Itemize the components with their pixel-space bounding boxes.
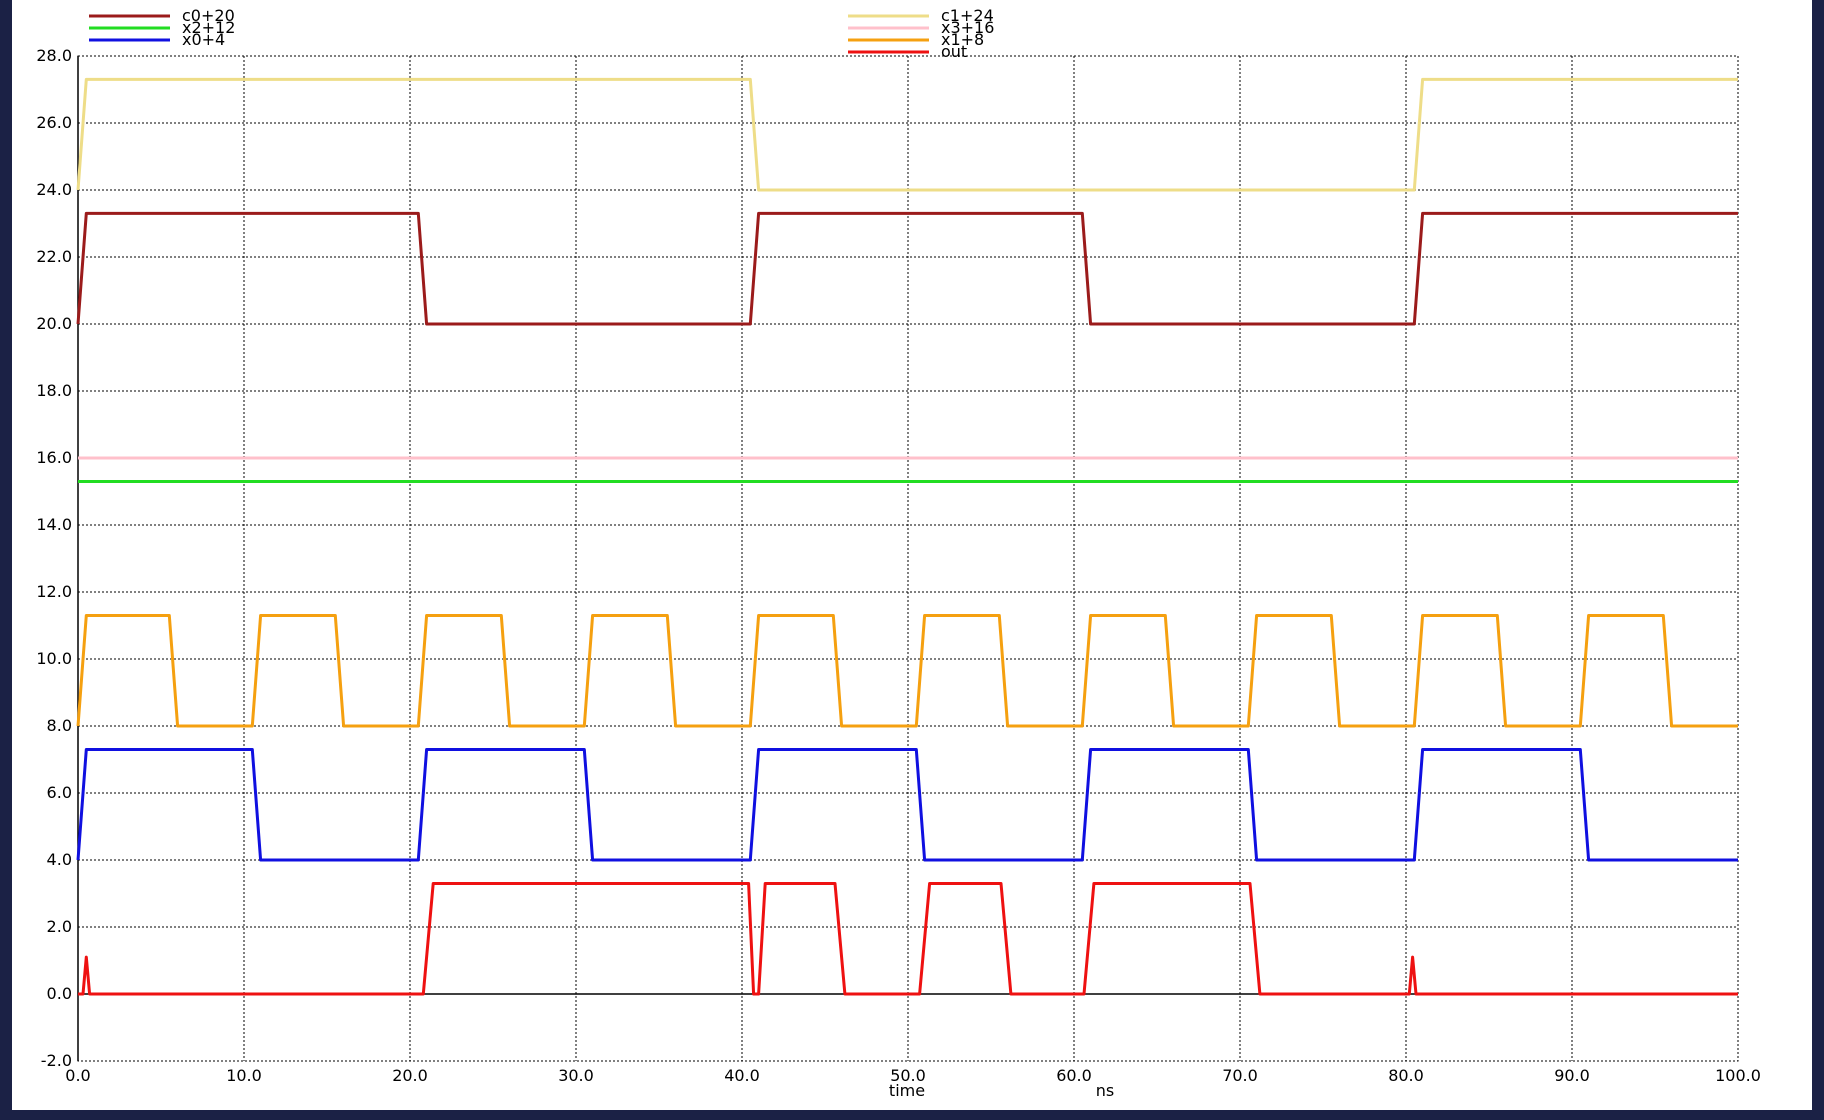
y-tick-label: 12.0	[36, 582, 72, 601]
y-tick-label: 20.0	[36, 314, 72, 333]
x-tick-label: 10.0	[226, 1066, 262, 1085]
y-tick-label: 22.0	[36, 247, 72, 266]
x-tick-label: 100.0	[1715, 1066, 1761, 1085]
x-tick-label: 60.0	[1056, 1066, 1092, 1085]
y-tick-label: 18.0	[36, 381, 72, 400]
series-line-out	[78, 882, 1738, 996]
y-tick-label: 4.0	[47, 850, 72, 869]
legend-label: x2+12	[182, 18, 235, 37]
x-tick-label: 90.0	[1554, 1066, 1590, 1085]
legend-label: x0+4	[182, 30, 225, 49]
y-tick-label: 26.0	[36, 113, 72, 132]
series-line-c1-24	[76, 77, 1738, 192]
series-line-x1-8	[76, 614, 1738, 728]
legend-label: x3+16	[941, 18, 994, 37]
x-tick-label: 30.0	[558, 1066, 594, 1085]
series-line-x0-4	[76, 748, 1738, 862]
legend-label: c0+20	[182, 6, 235, 25]
x-tick-label: 50.0	[890, 1066, 926, 1085]
x-tick-label: 20.0	[392, 1066, 428, 1085]
y-tick-label: 8.0	[47, 716, 72, 735]
y-tick-label: -2.0	[41, 1051, 72, 1070]
waveform-chart: 0.0 10.0 20.0 30.0 40.0 50.0 60.0 70.0 80.0 90.0 1…	[36, 6, 1761, 1100]
legend-label: c1+24	[941, 6, 994, 25]
y-tick-label: 6.0	[47, 783, 72, 802]
legend-label: out	[941, 42, 967, 61]
x-tick-label: 80.0	[1388, 1066, 1424, 1085]
y-tick-label: 24.0	[36, 180, 72, 199]
y-tick-label: 16.0	[36, 448, 72, 467]
y-tick-label: 2.0	[47, 917, 72, 936]
y-tick-label: 0.0	[47, 984, 72, 1003]
y-tick-label: 10.0	[36, 649, 72, 668]
y-tick-label: 14.0	[36, 515, 72, 534]
series-line-c0-20	[76, 211, 1738, 326]
x-tick-label: 70.0	[1222, 1066, 1258, 1085]
x-axis-unit: ns	[1096, 1081, 1114, 1100]
x-tick-label: 40.0	[724, 1066, 760, 1085]
legend-label: x1+8	[941, 30, 984, 49]
plot-border	[77, 55, 1739, 1062]
y-tick-label: 28.0	[36, 46, 72, 65]
plot-window: 0.0 10.0 20.0 30.0 40.0 50.0 60.0 70.0 80.0 90.0 1…	[12, 0, 1812, 1110]
x-axis-label: time	[889, 1081, 925, 1100]
x-tick-label: 0.0	[65, 1066, 90, 1085]
